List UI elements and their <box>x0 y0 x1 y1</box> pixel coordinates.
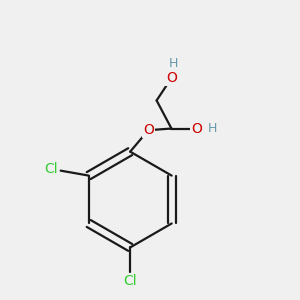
Text: Cl: Cl <box>45 162 58 176</box>
Text: O: O <box>143 123 154 137</box>
Text: O: O <box>166 71 177 85</box>
Text: H: H <box>168 57 178 70</box>
Text: O: O <box>191 122 202 136</box>
Text: H: H <box>207 122 217 135</box>
Text: Cl: Cl <box>123 274 137 288</box>
